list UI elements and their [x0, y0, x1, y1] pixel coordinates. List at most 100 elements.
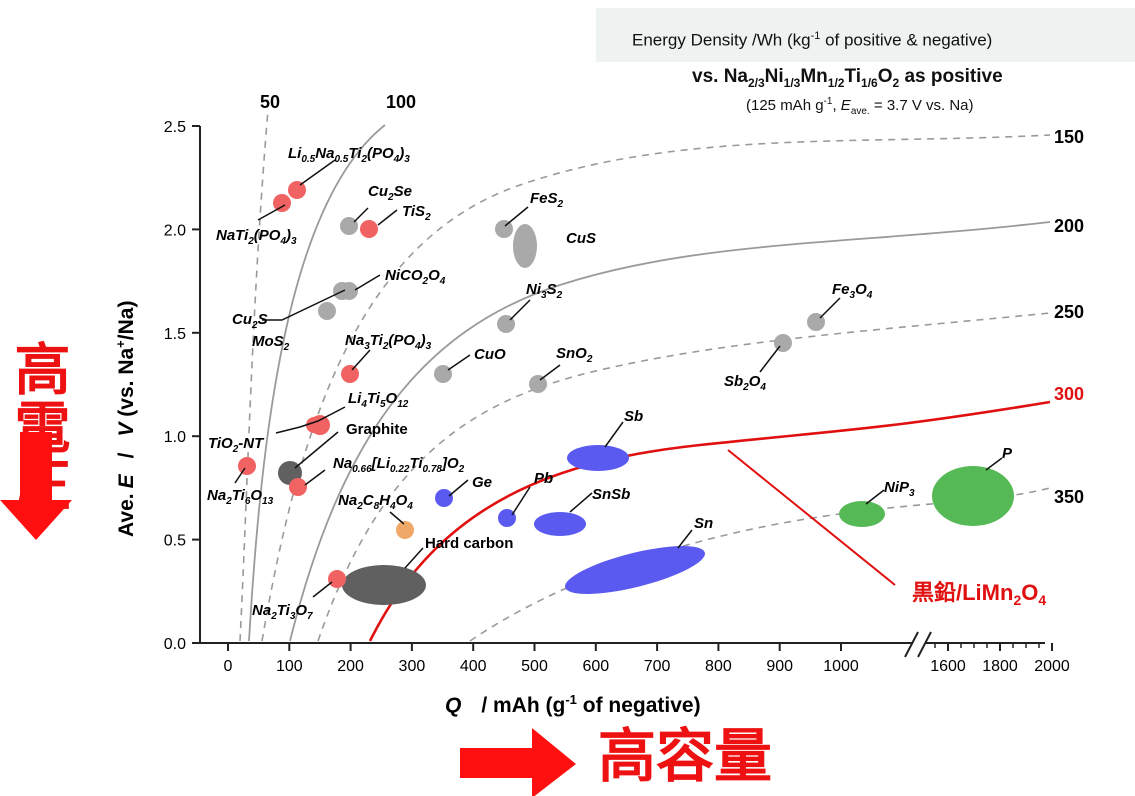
- label-sn: Sn: [694, 515, 713, 532]
- label-na3ti2po43: Na3Ti2(PO4)3: [345, 332, 432, 352]
- label-snsb: SnSb: [592, 486, 630, 503]
- x-tick-label: 1000: [823, 658, 859, 675]
- x-tick-label: 400: [460, 658, 487, 675]
- y-tick-label: 2.0: [164, 222, 186, 239]
- leader-tis2: [377, 209, 398, 226]
- label-fe3o4: Fe3O4: [832, 281, 873, 301]
- leader-sno2: [539, 364, 561, 381]
- leader-nati2po43: [257, 204, 286, 221]
- label-cus: CuS: [566, 230, 596, 247]
- label-sb2o4: Sb2O4: [724, 373, 766, 393]
- leader-sb: [604, 421, 624, 448]
- label-li05na05ti2po43: Li0.5Na0.5Ti2(PO4)3: [288, 145, 410, 165]
- high-capacity-caption: 高容量: [598, 724, 773, 789]
- y-axis-title: Ave.E/V (vs. Na+/Na): [113, 301, 138, 537]
- energy-density-title: Energy Density /Wh (kg-1 of positive & n…: [632, 30, 993, 50]
- label-nati2po43: NaTi2(PO4)3: [216, 227, 297, 247]
- label-mos2: MoS2: [252, 333, 290, 353]
- leader-nip3: [865, 489, 885, 505]
- leader-ge: [448, 479, 469, 497]
- leader-na2c8h4o4: [389, 511, 405, 525]
- label-tis2: TiS2: [402, 203, 431, 223]
- x-tick-label: 800: [705, 658, 732, 675]
- x-tick-label: 200: [337, 658, 364, 675]
- x-tick-label: 100: [276, 658, 303, 675]
- leader-ni3s2: [509, 299, 531, 321]
- point-pb: [498, 509, 516, 527]
- graphite-limn2o4-pointer: [727, 449, 896, 586]
- label-p: P: [1002, 445, 1013, 462]
- leader-pb: [511, 486, 531, 516]
- label-sb: Sb: [624, 408, 643, 425]
- point-na066_li_ti_o2: [289, 478, 307, 496]
- label-tio2nt: TiO2-NT: [208, 435, 265, 455]
- positive-conditions: (125 mAh g-1, Eave. = 3.7 V vs. Na): [746, 96, 974, 117]
- point-na3ti2po43: [341, 365, 359, 383]
- leader-fe3o4: [819, 297, 841, 319]
- label-cu2s: Cu2S: [232, 311, 268, 331]
- x-tick-label: 1800: [982, 658, 1018, 675]
- point-cuo: [434, 365, 452, 383]
- leader-na2ti6o13: [234, 467, 246, 484]
- point-fes2: [495, 220, 513, 238]
- label-na066: Na0.66[Li0.22Ti0.78]O2: [333, 455, 465, 475]
- label-nico2o4: NiCO2O4: [385, 267, 446, 287]
- curve-200: [289, 221, 1051, 642]
- region-sn: [565, 546, 705, 594]
- curve-label-50: 50: [260, 92, 280, 112]
- leader-snsb: [569, 492, 593, 513]
- point-mos2: [318, 302, 336, 320]
- label-nip3: NiP3: [884, 479, 915, 499]
- label-graphite-limn2o4: 黒鉛/LiMn2O4: [912, 580, 1046, 608]
- label-li4ti5o12: Li4Ti5O12: [348, 390, 409, 410]
- region-nip3: [839, 501, 885, 527]
- curve-label-200: 200: [1054, 216, 1084, 236]
- label-na2ti3o7: Na2Ti3O7: [252, 602, 313, 622]
- x-tick-label: 0: [224, 658, 233, 675]
- label-fes2: FeS2: [530, 190, 564, 210]
- down-arrow-icon: [0, 432, 72, 540]
- x-tick-label: 2000: [1034, 658, 1070, 675]
- curve-label-100: 100: [386, 92, 416, 112]
- region-p: [932, 466, 1014, 526]
- curve-label-250: 250: [1054, 302, 1084, 322]
- label-cu2se: Cu2Se: [368, 183, 412, 203]
- axis-break-mark-2: [917, 631, 932, 658]
- point-tio2_nt: [238, 457, 256, 475]
- curve-label-300: 300: [1054, 384, 1084, 404]
- leader-nico2o4: [354, 274, 381, 291]
- point-na2c8h4o4: [396, 521, 414, 539]
- leader-graphite: [294, 431, 339, 469]
- y-tick-label: 1.5: [164, 326, 186, 343]
- label-hard-carbon: Hard carbon: [425, 535, 513, 552]
- y-tick-label: 2.5: [164, 119, 186, 136]
- curve-250: [317, 312, 1051, 642]
- leader-cuo: [447, 354, 471, 371]
- leader-p: [985, 457, 1003, 471]
- label-cuo: CuO: [474, 346, 506, 363]
- leader-li05na05: [299, 159, 336, 186]
- leader-na066: [304, 469, 326, 486]
- curve-300: [368, 400, 1051, 642]
- positive-reference: vs. Na2/3Ni1/3Mn1/2Ti1/6O2 as positive: [692, 66, 1003, 90]
- right-arrow-icon: [460, 728, 576, 796]
- point-nati2po43: [273, 194, 291, 212]
- leader-na3ti2po43: [351, 349, 371, 371]
- region-snsb: [534, 512, 586, 536]
- point-sno2: [529, 375, 547, 393]
- label-pb: Pb: [534, 470, 553, 487]
- label-graphite: Graphite: [346, 421, 408, 438]
- leader-fes2: [504, 206, 529, 227]
- point-lina_tipo4: [288, 181, 306, 199]
- y-tick-label: 0.0: [164, 636, 186, 653]
- x-tick-label: 1600: [930, 658, 966, 675]
- x-axis-title: Q / mAh (g-1 of negative): [445, 692, 701, 717]
- leader-cu2se: [353, 207, 369, 223]
- leader-li4ti5o12: [275, 406, 346, 434]
- region-cus: [513, 224, 537, 268]
- label-ni3s2: Ni3S2: [526, 281, 563, 301]
- label-sno2: SnO2: [556, 345, 593, 365]
- leader-sb2o4: [759, 345, 781, 373]
- label-ge: Ge: [472, 474, 492, 491]
